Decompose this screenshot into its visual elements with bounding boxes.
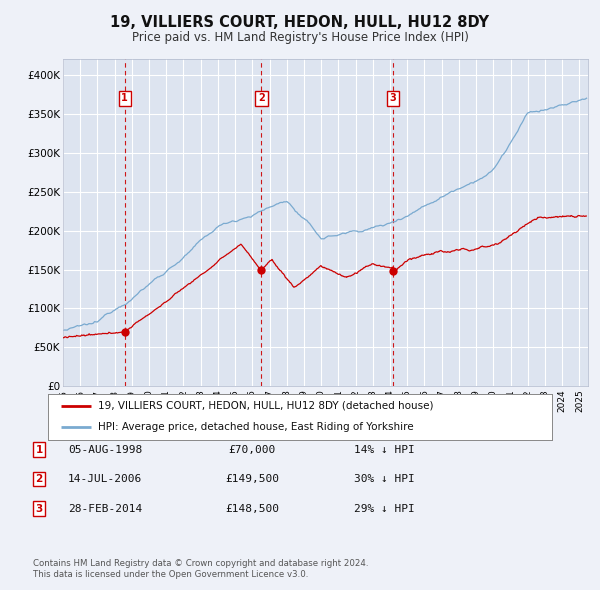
Text: This data is licensed under the Open Government Licence v3.0.: This data is licensed under the Open Gov…: [33, 571, 308, 579]
Text: £70,000: £70,000: [229, 445, 275, 454]
Text: 3: 3: [389, 93, 396, 103]
Text: 19, VILLIERS COURT, HEDON, HULL, HU12 8DY: 19, VILLIERS COURT, HEDON, HULL, HU12 8D…: [110, 15, 490, 30]
Text: £149,500: £149,500: [225, 474, 279, 484]
Text: 05-AUG-1998: 05-AUG-1998: [68, 445, 142, 454]
Text: 30% ↓ HPI: 30% ↓ HPI: [353, 474, 415, 484]
Text: 2: 2: [258, 93, 265, 103]
Text: 14% ↓ HPI: 14% ↓ HPI: [353, 445, 415, 454]
Text: 1: 1: [35, 445, 43, 454]
Text: 2: 2: [35, 474, 43, 484]
Text: HPI: Average price, detached house, East Riding of Yorkshire: HPI: Average price, detached house, East…: [98, 422, 414, 432]
Text: £148,500: £148,500: [225, 504, 279, 513]
Text: Price paid vs. HM Land Registry's House Price Index (HPI): Price paid vs. HM Land Registry's House …: [131, 31, 469, 44]
Text: 29% ↓ HPI: 29% ↓ HPI: [353, 504, 415, 513]
Text: 28-FEB-2014: 28-FEB-2014: [68, 504, 142, 513]
Text: 19, VILLIERS COURT, HEDON, HULL, HU12 8DY (detached house): 19, VILLIERS COURT, HEDON, HULL, HU12 8D…: [98, 401, 434, 411]
Text: 3: 3: [35, 504, 43, 513]
Text: Contains HM Land Registry data © Crown copyright and database right 2024.: Contains HM Land Registry data © Crown c…: [33, 559, 368, 568]
Text: 14-JUL-2006: 14-JUL-2006: [68, 474, 142, 484]
Text: 1: 1: [121, 93, 128, 103]
